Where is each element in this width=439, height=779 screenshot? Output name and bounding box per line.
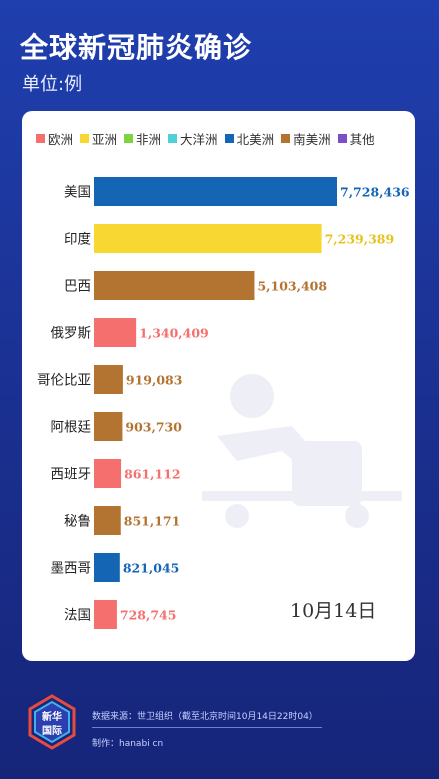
bar bbox=[94, 177, 337, 206]
bar bbox=[94, 365, 123, 394]
category-label: 哥伦比亚 bbox=[37, 373, 91, 389]
value-label: 728,745 bbox=[120, 608, 177, 623]
legend-label: 南美洲 bbox=[293, 132, 331, 147]
source-text: 数据来源：世卫组织（截至北京时间10月14日22时04） bbox=[92, 712, 318, 722]
category-label: 秘鲁 bbox=[64, 514, 91, 530]
xinhua-logo-icon: 新华 国际 bbox=[28, 694, 76, 750]
bar-chart: 美国 7,728,436 印度 7,239,389 巴西 5,103,408 俄罗斯 1,34… bbox=[37, 177, 410, 629]
category-label: 墨西哥 bbox=[51, 561, 92, 577]
logo-text-line2: 国际 bbox=[42, 725, 62, 737]
category-label: 西班牙 bbox=[51, 467, 92, 483]
value-label: 851,171 bbox=[124, 514, 181, 529]
category-label: 巴西 bbox=[64, 279, 91, 295]
category-label: 美国 bbox=[64, 185, 91, 201]
legend-swatch bbox=[281, 134, 291, 143]
category-label: 俄罗斯 bbox=[51, 326, 92, 342]
legend-label: 亚洲 bbox=[92, 132, 118, 147]
legend-item: 南美洲 bbox=[281, 129, 331, 148]
bar bbox=[94, 224, 322, 253]
legend-swatch bbox=[36, 134, 45, 143]
legend-item: 其他 bbox=[337, 129, 375, 148]
legend-item: 亚洲 bbox=[80, 129, 117, 148]
legend-item: 欧洲 bbox=[36, 129, 73, 148]
legend-swatch bbox=[224, 134, 234, 143]
legend-swatch bbox=[80, 134, 90, 143]
chart-card: 欧洲 亚洲 非洲 大洋洲 北美洲 南美洲 其他 美国 7,728,436 印度 7,239,389… bbox=[22, 111, 415, 661]
legend-label: 北美洲 bbox=[236, 132, 275, 147]
category-label: 印度 bbox=[64, 232, 91, 248]
bar bbox=[94, 553, 120, 582]
bar bbox=[94, 459, 122, 488]
value-label: 919,083 bbox=[126, 373, 183, 388]
bar bbox=[94, 600, 117, 629]
bar bbox=[94, 271, 255, 300]
legend-swatch bbox=[124, 134, 134, 143]
value-label: 5,103,408 bbox=[257, 279, 327, 294]
legend-label: 欧洲 bbox=[48, 132, 74, 147]
legend-swatch bbox=[337, 134, 347, 143]
watermark-icon bbox=[202, 374, 402, 528]
legend-item: 非洲 bbox=[124, 129, 161, 148]
value-label: 7,728,436 bbox=[340, 185, 410, 200]
bar bbox=[94, 412, 123, 441]
bar bbox=[94, 318, 137, 347]
legend-item: 北美洲 bbox=[224, 129, 275, 148]
legend-label: 大洋洲 bbox=[180, 132, 218, 147]
date-label: 10月14日 bbox=[290, 600, 377, 622]
bar bbox=[94, 506, 121, 535]
category-label: 法国 bbox=[64, 608, 91, 624]
value-label: 821,045 bbox=[123, 561, 180, 576]
value-label: 861,112 bbox=[124, 467, 181, 482]
footer-divider bbox=[92, 727, 322, 728]
value-label: 7,239,389 bbox=[325, 232, 395, 247]
legend-label: 其他 bbox=[349, 132, 375, 147]
value-label: 903,730 bbox=[125, 420, 182, 435]
unit-label: 单位:例 bbox=[22, 74, 83, 95]
legend-label: 非洲 bbox=[136, 132, 162, 147]
credit-text: 制作：hanabi cn bbox=[92, 739, 164, 749]
value-label: 1,340,409 bbox=[139, 326, 209, 341]
legend-swatch bbox=[168, 134, 178, 143]
logo-text-line1: 新华 bbox=[42, 710, 62, 723]
legend-item: 大洋洲 bbox=[168, 129, 218, 148]
legend: 欧洲 亚洲 非洲 大洋洲 北美洲 南美洲 其他 bbox=[36, 129, 409, 148]
category-label: 阿根廷 bbox=[51, 420, 92, 436]
page-title: 全球新冠肺炎确诊 bbox=[20, 31, 253, 64]
